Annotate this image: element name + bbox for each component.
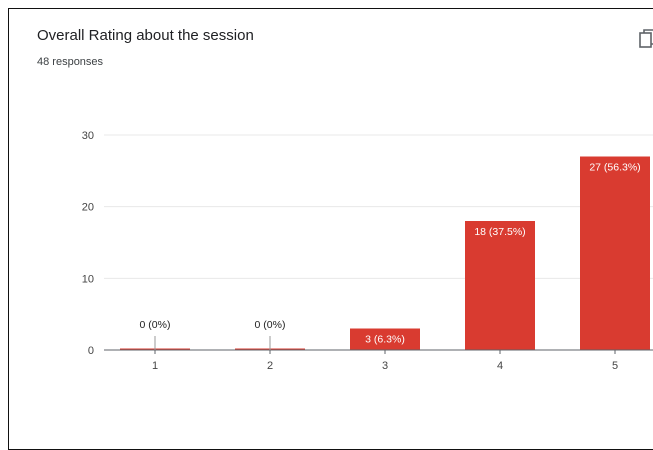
y-axis-ticks: 0 10 20 30 xyxy=(82,130,94,357)
chart-title: Overall Rating about the session xyxy=(37,27,254,44)
bar-data-label: 3 (6.3%) xyxy=(365,334,405,346)
bar-data-label: 18 (37.5%) xyxy=(474,226,525,238)
y-tick-label: 10 xyxy=(82,273,94,285)
bar xyxy=(580,156,650,350)
x-tick-label: 4 xyxy=(497,360,503,372)
y-tick-label: 30 xyxy=(82,130,94,142)
chart-card: Overall Rating about the session 48 resp… xyxy=(8,8,653,450)
x-tick-label: 3 xyxy=(382,360,388,372)
bars xyxy=(120,156,650,350)
y-tick-label: 20 xyxy=(82,202,94,214)
response-count: 48 responses xyxy=(37,56,104,68)
data-labels: 0 (0%) 0 (0%) 3 (6.3%) 18 (37.5%) 27 (56.3%) xyxy=(140,162,641,350)
x-axis-ticks: 1 2 3 4 5 xyxy=(152,350,618,372)
y-tick-label: 0 xyxy=(88,345,94,357)
x-tick-label: 2 xyxy=(267,360,273,372)
copy-chart-icon[interactable] xyxy=(639,29,653,49)
bar xyxy=(350,328,420,350)
bar xyxy=(465,221,535,350)
bar-data-label: 27 (56.3%) xyxy=(589,162,640,174)
x-tick-label: 5 xyxy=(612,360,618,372)
gridlines xyxy=(104,134,653,279)
bar-data-label: 0 (0%) xyxy=(140,319,171,331)
bar-data-label: 0 (0%) xyxy=(255,319,286,331)
x-tick-label: 1 xyxy=(152,360,158,372)
bar-chart: 0 10 20 30 1 2 3 4 5 0 (0%) 0 (0%) 3 (6.3%) 18 (37… xyxy=(82,130,653,372)
